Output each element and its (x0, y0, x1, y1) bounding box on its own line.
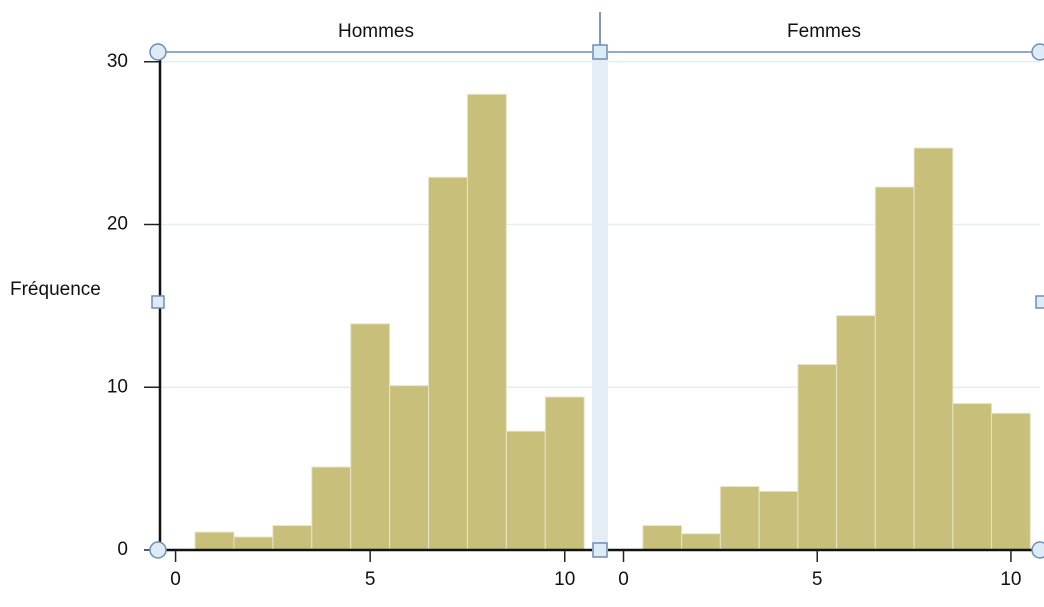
histogram-bar (272, 525, 313, 551)
histogram-bar (350, 323, 391, 551)
panel-title: Femmes (787, 21, 861, 42)
histogram-bar (681, 533, 721, 551)
histogram-bar (913, 147, 954, 551)
y-tick-label: 10 (107, 376, 128, 397)
x-tick-label: 10 (554, 569, 575, 590)
histogram-bar (758, 490, 799, 551)
histogram-bar (194, 531, 235, 551)
histogram-bar (874, 186, 915, 551)
histogram-bar (952, 403, 993, 551)
x-tick-label: 0 (170, 569, 181, 590)
handle[interactable] (151, 295, 165, 309)
histogram-bar (544, 396, 585, 551)
histogram-bar (311, 466, 352, 551)
histogram-bar (505, 430, 546, 551)
histogram-bar (797, 363, 838, 551)
handle[interactable] (149, 541, 167, 559)
histogram-bar (428, 176, 468, 551)
x-tick-label: 0 (618, 569, 629, 590)
histogram-bar (836, 315, 876, 551)
histogram-bar (466, 93, 507, 551)
panel-title: Hommes (338, 21, 414, 42)
handle[interactable] (1031, 541, 1044, 559)
handle[interactable] (149, 43, 167, 61)
x-tick-label: 5 (365, 569, 376, 590)
histogram-bar (991, 412, 1031, 551)
panel-divider (592, 52, 608, 550)
histogram-bar (642, 525, 683, 551)
x-tick-label: 5 (812, 569, 823, 590)
histogram-bar (719, 486, 760, 551)
y-tick-label: 20 (107, 214, 128, 235)
handle[interactable] (1035, 295, 1044, 309)
handle[interactable] (592, 44, 608, 60)
histogram-bar (389, 385, 430, 551)
plots: Hommes Fréquence 0 10 20 30 0 5 10 Femmes 0 5 10 (10, 21, 1040, 590)
y-tick-label: 0 (117, 539, 128, 560)
handle[interactable] (1031, 43, 1044, 61)
histogram-bar (233, 536, 274, 551)
y-axis-label: Fréquence (10, 279, 101, 300)
selection-handles (149, 43, 1044, 559)
handle[interactable] (592, 542, 608, 558)
x-tick-label: 10 (1000, 569, 1021, 590)
y-tick-label: 30 (107, 51, 128, 72)
